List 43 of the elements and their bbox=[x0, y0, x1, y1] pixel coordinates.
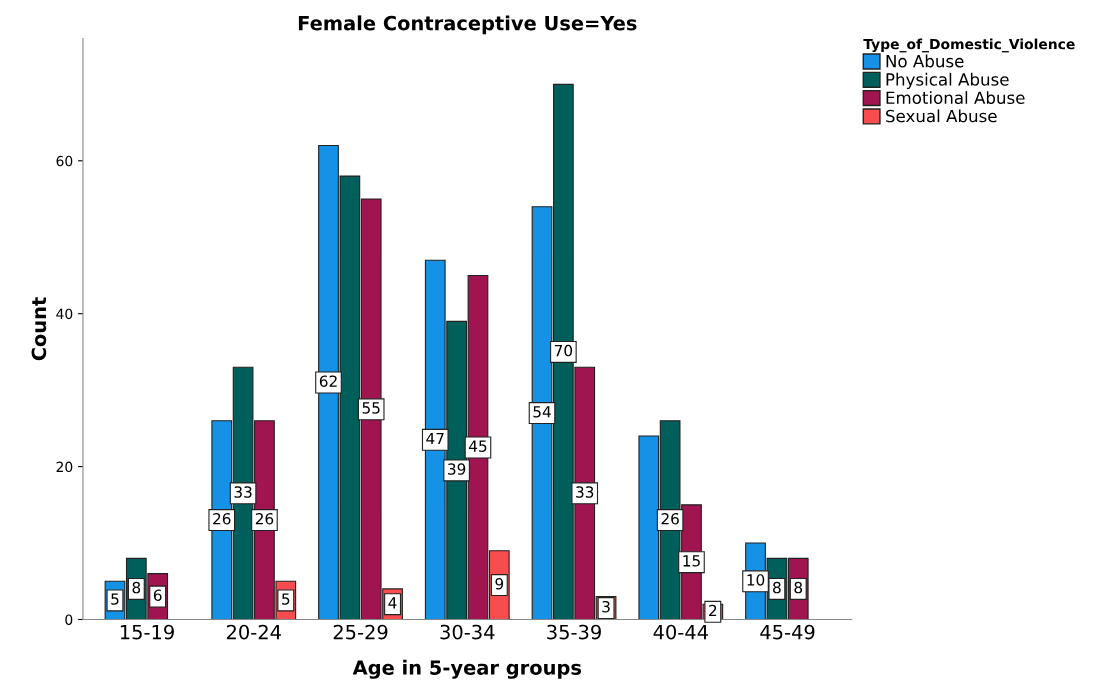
data-label: 26 bbox=[213, 513, 231, 525]
data-label: 47 bbox=[426, 432, 444, 445]
data-label: 10 bbox=[747, 574, 765, 586]
x-tick-label: 35-39 bbox=[547, 624, 601, 640]
data-label: 6 bbox=[153, 589, 162, 601]
x-tick-label: 40-44 bbox=[653, 624, 708, 640]
x-tick-label: 30-34 bbox=[440, 624, 495, 640]
data-label: 8 bbox=[132, 581, 141, 594]
data-label: 33 bbox=[576, 486, 594, 498]
y-axis-title: Count bbox=[31, 297, 47, 361]
data-label: 9 bbox=[495, 577, 504, 590]
chart-title: Female Contraceptive Use=Yes bbox=[298, 15, 637, 35]
data-label: 4 bbox=[388, 597, 397, 609]
y-tick-label: 20 bbox=[56, 461, 73, 473]
data-label: 2 bbox=[709, 604, 717, 617]
data-label: 62 bbox=[319, 375, 337, 387]
y-tick-label: 40 bbox=[56, 308, 73, 320]
data-label: 3 bbox=[602, 600, 610, 613]
data-label: 26 bbox=[661, 513, 679, 525]
data-label: 5 bbox=[282, 593, 290, 605]
data-label: 54 bbox=[533, 406, 551, 418]
x-tick-label: 45-49 bbox=[760, 624, 815, 640]
data-label: 26 bbox=[255, 513, 274, 525]
x-tick-label: 20-24 bbox=[226, 624, 281, 640]
y-tick-label: 60 bbox=[56, 155, 73, 167]
data-label: 8 bbox=[773, 581, 781, 594]
data-label: 5 bbox=[111, 593, 119, 605]
legend-label: No Abuse bbox=[886, 54, 964, 68]
data-label: 33 bbox=[234, 486, 252, 498]
data-label: 70 bbox=[554, 344, 573, 357]
legend-label: Sexual Abuse bbox=[886, 109, 997, 123]
data-label: 39 bbox=[448, 463, 466, 475]
x-axis-title: Age in 5-year groups bbox=[352, 659, 582, 679]
data-label: 8 bbox=[794, 581, 803, 594]
legend-label: Emotional Abuse bbox=[886, 91, 1025, 105]
data-label: 45 bbox=[468, 440, 487, 452]
x-tick-label: 25-29 bbox=[333, 624, 388, 640]
legend-label: Physical Abuse bbox=[886, 72, 1009, 89]
data-label: 55 bbox=[362, 402, 380, 414]
data-label: 15 bbox=[683, 555, 700, 567]
x-tick-label: 15-19 bbox=[120, 624, 174, 640]
legend-title: Type_of_Domestic_Violence bbox=[863, 38, 1075, 53]
y-tick-label: 0 bbox=[65, 614, 73, 625]
